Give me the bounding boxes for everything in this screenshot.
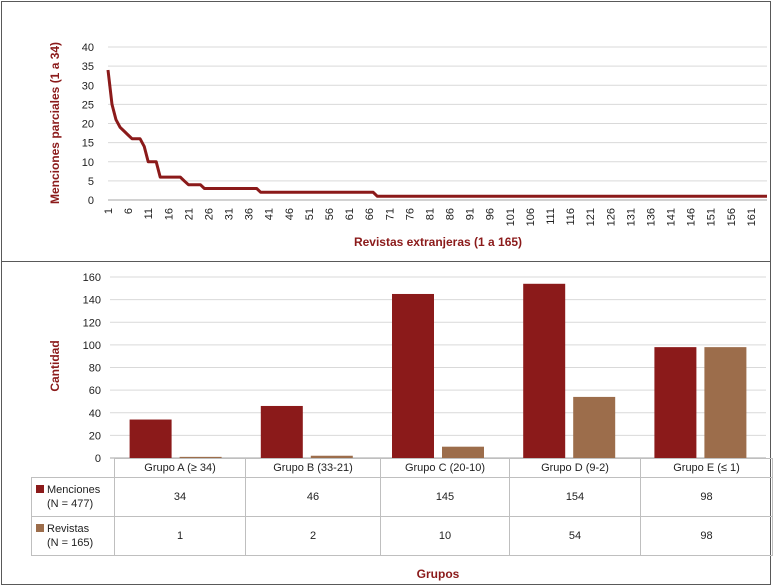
line-chart-xtick: 146 [686,208,698,226]
table-cell: 10 [380,516,510,556]
legend-menciones: Menciones (N = 477) [31,477,115,517]
table-category: Grupo C (20-10) [380,458,510,478]
legend-revistas-n: (N = 165) [47,537,94,549]
line-chart-xlabel: Revistas extranjeras (1 a 165) [354,235,522,249]
table-category: Grupo E (≤ 1) [640,458,773,478]
table-cell: 46 [245,477,381,517]
bar-revistas [179,456,222,458]
data-table: Grupo A (≥ 34) Grupo B (33-21) Grupo C (… [31,458,773,556]
table-cell: 1 [114,516,246,556]
bar-menciones [392,293,434,458]
line-chart-ytick: 20 [82,119,94,131]
line-chart-xtick: 76 [404,208,416,220]
line-chart-xtick: 116 [565,208,577,226]
line-chart-xtick: 61 [344,208,356,220]
line-chart-ytick: 15 [82,138,94,150]
bar-chart-ylabel: Cantidad [48,340,62,391]
bar-revistas [310,455,353,458]
line-chart-xtick: 66 [364,208,376,220]
bar-revistas [704,347,747,458]
bar-chart-xlabel: Grupos [417,567,460,581]
table-header-row: Grupo A (≥ 34) Grupo B (33-21) Grupo C (… [31,458,773,478]
line-chart-ytick: 35 [82,61,94,73]
bar-chart-ytick: 60 [89,385,101,397]
line-chart-xtick: 121 [585,208,597,226]
line-chart-ytick: 0 [88,195,94,207]
line-chart-xtick: 126 [605,208,617,226]
line-chart-xtick: 56 [324,208,336,220]
line-chart-ytick: 5 [88,176,94,188]
bar-chart-ytick: 40 [89,408,101,420]
bar-menciones [260,405,303,458]
table-category: Grupo D (9-2) [509,458,641,478]
line-chart-xtick: 1 [103,208,115,214]
line-chart-ytick: 10 [82,157,94,169]
line-chart-xtick: 111 [545,208,557,225]
legend-menciones-name: Menciones [47,484,101,496]
table-cell: 98 [640,516,773,556]
line-chart-xtick: 31 [224,208,236,220]
table-row: Menciones (N = 477) 34 46 145 154 98 [31,477,773,517]
line-chart-ytick: 30 [82,80,94,92]
table-cell: 145 [380,477,510,517]
bar-chart-ytick: 160 [83,272,101,284]
table-category: Grupo A (≥ 34) [114,458,246,478]
line-chart-xtick: 21 [183,208,195,220]
line-chart-xtick: 101 [505,208,517,226]
line-chart-xtick: 11 [143,208,155,219]
line-chart-xtick: 81 [424,208,436,220]
table-row: Revistas (N = 165) 1 2 10 54 98 [31,516,773,556]
panel-divider [1,261,771,262]
bar-menciones [523,283,566,458]
table-cell: 154 [509,477,641,517]
bar-chart-ytick: 120 [83,317,101,329]
bar-menciones [654,347,697,458]
line-chart-ylabel: Menciones parciales (1 a 34) [48,42,62,204]
line-chart-xtick: 156 [726,208,738,226]
bar-chart-ytick: 140 [83,295,101,307]
table-cell: 54 [509,516,641,556]
table-cell: 2 [245,516,381,556]
bar-chart-ytick: 20 [89,430,101,442]
table-cell: 34 [114,477,246,517]
line-chart-xtick: 141 [666,208,678,226]
line-chart-xtick: 161 [746,208,758,226]
table-category: Grupo B (33-21) [245,458,381,478]
line-chart-xtick: 91 [465,208,477,220]
line-chart-xtick: 136 [645,208,657,226]
line-chart-xtick: 6 [123,208,135,214]
bar-revistas [442,446,484,458]
legend-menciones-n: (N = 477) [47,498,94,510]
line-chart-xtick: 41 [264,208,276,220]
line-chart-ytick: 40 [82,42,94,54]
line-chart-xtick: 71 [384,208,396,220]
line-chart-xtick: 96 [485,208,497,220]
line-chart-ytick: 25 [82,99,94,111]
line-chart-xtick: 131 [625,208,637,226]
line-chart-xtick: 86 [445,208,457,220]
line-chart-xtick: 46 [284,208,296,220]
line-chart-xtick: 151 [706,208,718,226]
bar-chart-ytick: 80 [89,363,101,375]
menciones-line [106,69,767,198]
line-chart-xtick: 36 [244,208,256,220]
bar-revistas [573,396,616,458]
table-cell: 98 [640,477,773,517]
line-chart-xtick: 51 [304,208,316,220]
bar-chart-ytick: 100 [83,340,101,352]
table-corner [31,458,115,478]
legend-revistas: Revistas (N = 165) [31,516,115,556]
revistas-swatch [36,524,44,532]
bar-menciones [129,419,172,458]
line-chart-xtick: 26 [203,208,215,220]
line-chart-xtick: 16 [163,208,175,220]
legend-revistas-name: Revistas [47,523,90,535]
line-chart-xtick: 106 [525,208,537,226]
menciones-swatch [36,485,44,493]
